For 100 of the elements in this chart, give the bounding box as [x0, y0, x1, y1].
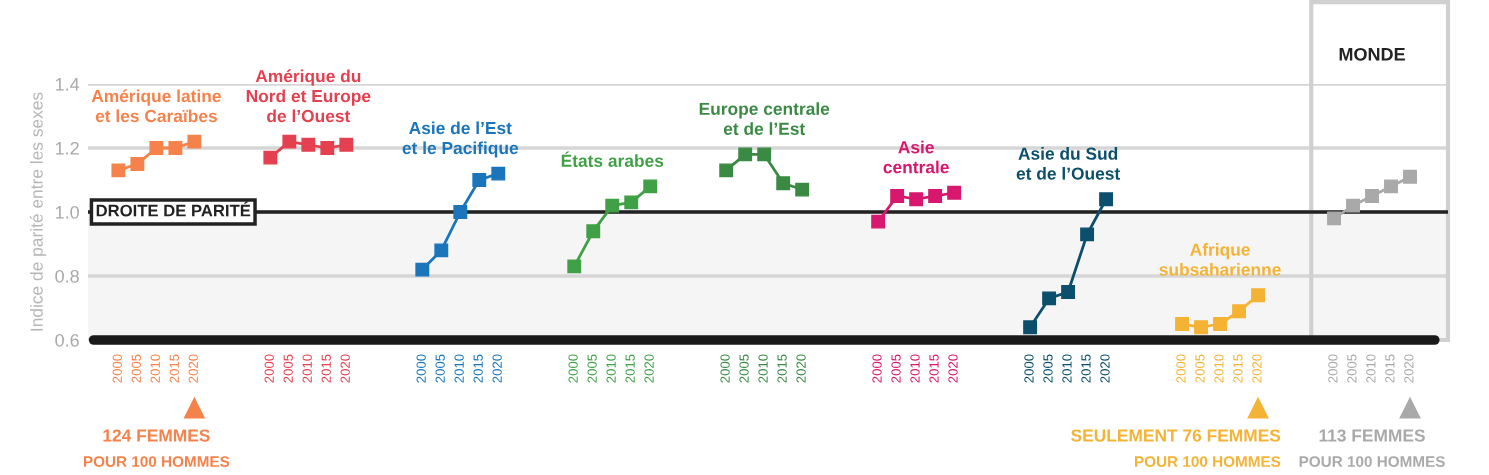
- x-tick-label: 2000: [720, 354, 730, 383]
- x-tick-label: 2005: [435, 354, 445, 383]
- point: [605, 198, 620, 213]
- point: [909, 192, 924, 207]
- x-tick-label: 2010: [1214, 354, 1224, 383]
- y-tick-label: 0.6: [55, 333, 79, 347]
- point: [567, 259, 582, 274]
- x-tick-label: 2015: [777, 354, 787, 383]
- series-label: Europe centrale et de l’Est: [699, 102, 830, 135]
- text: SEULEMENT 76 FEMMES: [1071, 429, 1281, 442]
- x-tick-label: 2020: [340, 354, 350, 383]
- point: [1327, 211, 1341, 226]
- x-tick-label: 2005: [131, 354, 141, 383]
- x-tick-label: 2015: [1233, 354, 1243, 383]
- point: [1251, 288, 1266, 303]
- x-tick-label: 2000: [112, 354, 122, 383]
- point: [624, 195, 639, 210]
- x-tick-label: 2000: [264, 354, 274, 383]
- x-tick-label: 2000: [1024, 354, 1034, 383]
- point: [149, 141, 164, 155]
- point: [453, 205, 468, 219]
- point: [339, 137, 354, 152]
- x-tick-label: 2000: [1176, 354, 1186, 383]
- text: POUR 100 HOMMES: [1299, 456, 1445, 467]
- point: [757, 147, 772, 162]
- point: [1175, 317, 1190, 331]
- x-tick-label: 2005: [1195, 354, 1205, 383]
- x-tick-label: 2015: [1081, 354, 1091, 383]
- x-tick-label: 2010: [1062, 354, 1072, 383]
- series-label: États arabes: [561, 151, 664, 167]
- point: [890, 189, 905, 203]
- point: [320, 141, 335, 155]
- point: [1194, 320, 1209, 335]
- point: [472, 173, 487, 187]
- point: [947, 185, 962, 200]
- series-label: Amérique latine et les Caraïbes: [91, 89, 221, 123]
- x-tick-label: 2020: [492, 354, 502, 383]
- x-tick-label: 2005: [891, 354, 901, 383]
- x-tick-label: 2015: [169, 354, 179, 383]
- point: [282, 134, 297, 149]
- y-tick-label: 0.8: [55, 269, 79, 283]
- point: [1232, 304, 1247, 319]
- x-tick-label: 2000: [416, 354, 426, 383]
- series-label: Amérique du Nord et Europe de l’Ouest: [246, 69, 371, 123]
- point: [301, 137, 316, 152]
- x-tick-label: 2000: [1328, 354, 1338, 383]
- point: [795, 182, 810, 197]
- point: [415, 262, 430, 277]
- x-tick-label: 2010: [758, 354, 768, 383]
- point: [168, 141, 183, 155]
- x-tick-label: 2000: [872, 354, 882, 383]
- x-tick-label: 2015: [929, 354, 939, 383]
- point: [643, 179, 658, 194]
- point: [263, 150, 278, 165]
- x-tick-label: 2020: [948, 354, 958, 383]
- point: [719, 163, 734, 178]
- y-tick-label: 1.2: [55, 141, 79, 155]
- x-tick-label: 2015: [1385, 354, 1395, 383]
- point: [1346, 198, 1360, 213]
- point: [586, 224, 601, 239]
- x-tick-label: 2015: [321, 354, 331, 383]
- x-tick-label: 2020: [796, 354, 806, 383]
- point: [1061, 285, 1076, 299]
- series-label: Asie du Sud et de l’Ouest: [1016, 147, 1120, 180]
- x-tick-label: 2015: [473, 354, 483, 383]
- x-tick-label: 2020: [188, 354, 198, 383]
- text: 124 FEMMES: [103, 429, 210, 442]
- x-tick-label: 2020: [1404, 354, 1414, 383]
- x-tick-label: 2010: [910, 354, 920, 383]
- x-tick-label: 2005: [739, 354, 749, 383]
- series-label: Afrique subsaharienne: [1159, 243, 1281, 276]
- chart-title: MONDE: [1339, 47, 1405, 61]
- x-tick-label: 2010: [454, 354, 464, 383]
- series-label: Asie de l’Est et le Pacifique: [402, 121, 519, 158]
- x-tick-label: 2005: [587, 354, 597, 383]
- series-label: Asie centrale: [883, 140, 949, 174]
- point: [871, 214, 886, 229]
- x-tick-label: 2015: [625, 354, 635, 383]
- y-axis-title: Indice de parité entre les sexes: [29, 92, 47, 331]
- x-tick-label: 2005: [1043, 354, 1053, 383]
- text: POUR 100 HOMMES: [1135, 456, 1281, 467]
- point: [928, 189, 943, 203]
- x-tick-label: 2010: [606, 354, 616, 383]
- y-tick-label: 1.4: [55, 78, 80, 91]
- point: [1023, 320, 1038, 335]
- point: [776, 176, 791, 191]
- point: [491, 166, 506, 181]
- point: [1080, 227, 1095, 242]
- x-tick-label: 2020: [644, 354, 654, 383]
- x-tick-label: 2010: [150, 354, 160, 383]
- x-tick-label: 2020: [1100, 354, 1110, 383]
- point: [1042, 291, 1057, 306]
- x-tick-label: 2010: [1366, 354, 1376, 383]
- point: [1365, 189, 1379, 203]
- text: 113 FEMMES: [1319, 429, 1425, 442]
- x-tick-label: 2005: [1347, 354, 1357, 383]
- x-tick-label: 2010: [302, 354, 312, 383]
- point: [187, 134, 202, 149]
- point: [1099, 192, 1114, 207]
- y-tick-label: 1.0: [55, 205, 79, 219]
